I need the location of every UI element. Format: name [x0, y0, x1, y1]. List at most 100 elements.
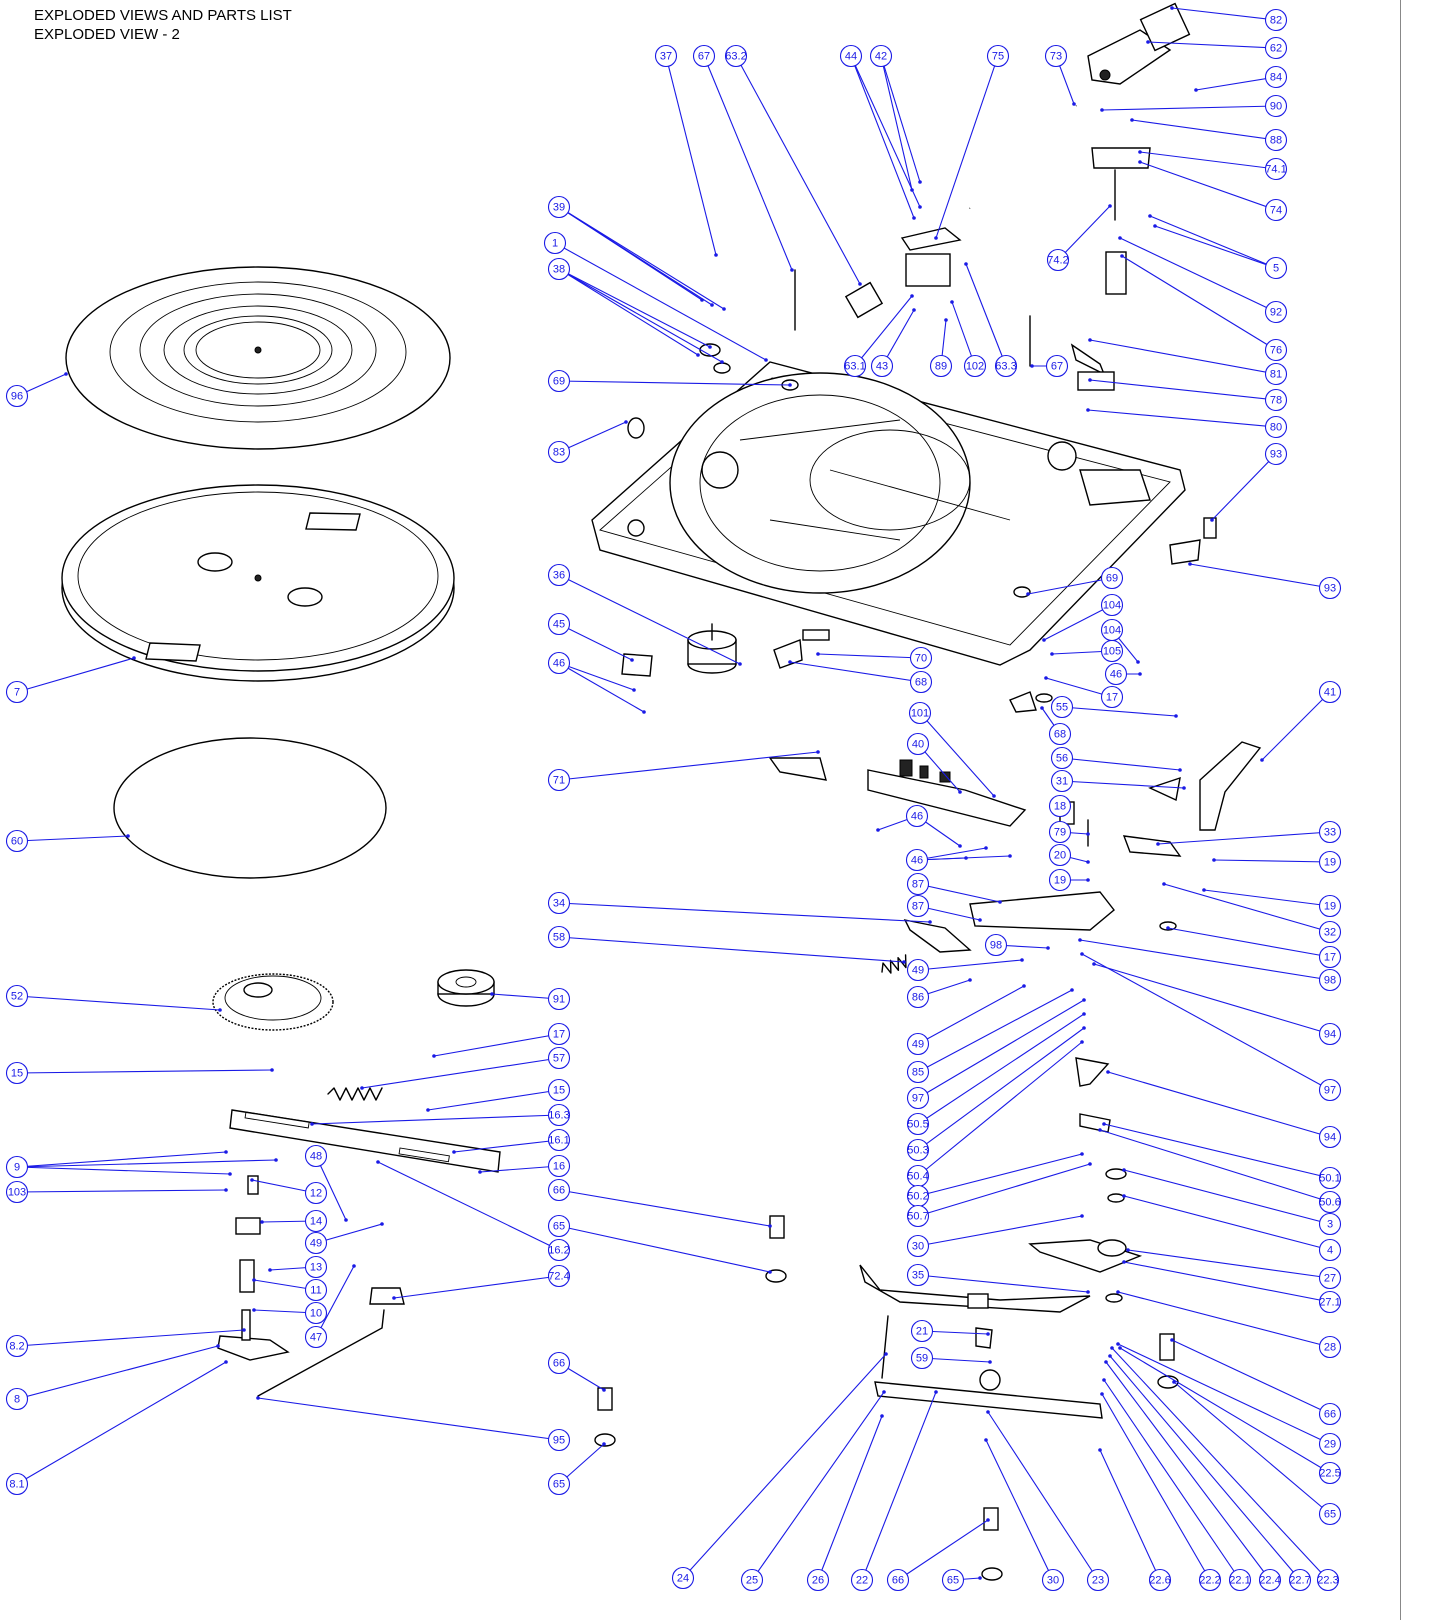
callout-label: 38 — [553, 264, 565, 276]
leader-dot — [1086, 1290, 1090, 1294]
callout-50-6: 50.6 — [1098, 1128, 1342, 1214]
callout-bubble — [547, 612, 571, 636]
leader-dot — [992, 794, 996, 798]
callout-label: 91 — [553, 994, 565, 1006]
callout-46b: 46 — [1104, 662, 1142, 686]
leader-dot — [876, 828, 880, 832]
callout-bubble — [1264, 362, 1288, 386]
callout-bubble — [740, 1568, 764, 1592]
callout-bubble — [906, 1112, 930, 1136]
leader-line — [16, 835, 129, 842]
leader-dot — [1072, 102, 1076, 106]
callout-bubble — [906, 1234, 930, 1258]
leader-dot — [490, 992, 494, 996]
leader-dot — [986, 1332, 990, 1336]
callout-58: 58 — [547, 925, 906, 964]
leader-dot — [884, 1352, 888, 1356]
callout-label: 66 — [553, 1358, 565, 1370]
leader-dot — [1088, 1162, 1092, 1166]
callout-bubble — [1318, 1190, 1342, 1214]
callout-68: 68 — [788, 660, 933, 694]
callout-bubble — [547, 1154, 571, 1178]
callout-bubble — [547, 925, 571, 949]
callout-label: 68 — [915, 677, 927, 689]
leader-line — [16, 1329, 245, 1347]
leader-dot — [1040, 706, 1044, 710]
callout-80: 80 — [1086, 408, 1288, 439]
part-arm-plate — [1028, 1239, 1143, 1273]
callout-label: 50.3 — [907, 1145, 928, 1157]
callout-label: 19 — [1324, 857, 1336, 869]
leader-dot — [1026, 592, 1030, 596]
callout-bubble — [909, 646, 933, 670]
leader-line — [1127, 1249, 1331, 1279]
callout-label: 96 — [11, 391, 23, 403]
callout-103: 103 — [5, 1180, 228, 1204]
leader-dot — [632, 688, 636, 692]
callout-label: 74.1 — [1265, 164, 1286, 176]
callout-45: 45 — [547, 612, 634, 662]
leader-dot — [630, 658, 634, 662]
leader-dot — [1106, 1070, 1110, 1074]
leader-line — [16, 1069, 273, 1074]
callout-label: 89 — [935, 361, 947, 373]
callout-label: 33 — [1324, 827, 1336, 839]
leader-dot — [950, 300, 954, 304]
callout-60: 60 — [5, 829, 130, 853]
callout-label: 35 — [912, 1270, 924, 1282]
callout-label: 65 — [553, 1221, 565, 1233]
leader-dot — [1086, 832, 1090, 836]
callout-label: 24 — [677, 1573, 689, 1585]
callout-bubble — [906, 985, 930, 1009]
leader-line — [917, 1163, 1091, 1217]
callout-bubble — [910, 1346, 934, 1370]
callout-24: 24 — [671, 1352, 888, 1590]
callout-82: 82 — [1170, 6, 1288, 32]
callout-label: 105 — [1103, 646, 1121, 658]
callout-bubble — [547, 563, 571, 587]
callout-bubble — [1318, 1078, 1342, 1102]
callout-26: 26 — [806, 1414, 884, 1592]
leader-dot — [1104, 1360, 1108, 1364]
callout-76: 76 — [1120, 254, 1288, 362]
callout-65d: 65 — [941, 1568, 982, 1592]
leader-dot — [1078, 938, 1082, 942]
callout-bubble — [906, 732, 930, 756]
callout-label: 52 — [11, 991, 23, 1003]
leader-dot — [710, 303, 714, 307]
leader-line — [558, 268, 723, 363]
leader-dot — [928, 920, 932, 924]
callout-bubble — [908, 701, 932, 725]
leader-dot — [714, 253, 718, 257]
leader-dot — [1116, 1290, 1120, 1294]
leader-line — [558, 902, 931, 923]
leader-line — [916, 855, 1011, 861]
callout-bubble — [1318, 1502, 1342, 1526]
leader-dot — [602, 1388, 606, 1392]
leader-dot — [256, 1396, 260, 1400]
leader-dot — [1008, 854, 1012, 858]
leader-dot — [1102, 1122, 1106, 1126]
leader-dot — [790, 268, 794, 272]
leader-dot — [360, 1086, 364, 1090]
callout-label: 98 — [990, 940, 1002, 952]
leader-dot — [984, 1438, 988, 1442]
callout-72-4: 72.4 — [392, 1264, 571, 1300]
callout-16-3: 16.3 — [310, 1103, 571, 1127]
callout-74: 74 — [1138, 160, 1288, 222]
leader-dot — [1082, 1012, 1086, 1016]
leader-dot — [986, 1518, 990, 1522]
leader-dot — [1126, 1248, 1130, 1252]
leader-line — [16, 1361, 227, 1485]
callout-label: 98 — [1324, 975, 1336, 987]
callout-bubble — [1264, 198, 1288, 222]
callout-label: 94 — [1324, 1029, 1336, 1041]
callout-bubble — [1100, 618, 1124, 642]
part-platter — [61, 484, 455, 682]
callout-label: 59 — [916, 1353, 928, 1365]
leader-line — [1167, 927, 1331, 958]
part-carrier — [969, 891, 1115, 931]
callout-48: 48 — [304, 1144, 348, 1222]
callout-89: 89 — [929, 318, 953, 378]
callout-label: 1 — [552, 238, 558, 250]
